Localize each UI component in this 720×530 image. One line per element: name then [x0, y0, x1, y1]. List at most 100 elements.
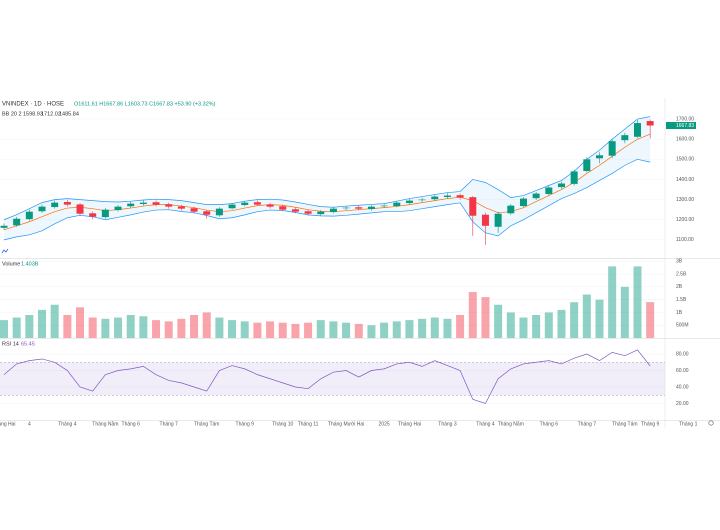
rsi-last: 65.45 — [21, 341, 35, 347]
candle-body — [646, 121, 654, 126]
candle-body — [469, 197, 477, 216]
volume-bar — [228, 320, 237, 338]
indicator-value: 1712.02 — [41, 111, 61, 117]
candle-body — [583, 159, 591, 172]
volume-bar — [215, 317, 224, 338]
volume-bar — [620, 286, 629, 338]
volume-bar — [329, 321, 338, 338]
volume-bar — [304, 322, 313, 338]
y-tick-label: 2B — [676, 284, 683, 290]
volume-bar — [595, 299, 604, 338]
indicator-name[interactable]: BB 20 2 — [2, 111, 22, 117]
ohlc-legend: O1611.61 H1667.86 L1603.73 C1667.83 +53.… — [74, 101, 216, 107]
candle-body — [51, 202, 59, 208]
volume-bar — [63, 314, 72, 338]
volume-bar — [25, 314, 34, 338]
volume-title[interactable]: Volume — [2, 261, 20, 267]
volume-last: 1.403B — [21, 261, 39, 267]
y-tick-label: 80.00 — [676, 351, 689, 357]
x-tick-label: Tháng 9 — [641, 421, 660, 427]
volume-bar — [519, 317, 528, 338]
y-tick-label: 3B — [676, 259, 683, 265]
candle-body — [228, 204, 236, 209]
candle-body — [190, 208, 198, 212]
volume-bar — [139, 316, 148, 338]
candle-body — [291, 209, 299, 212]
bollinger-line — [3, 116, 651, 221]
x-tick-label: Tháng 9 — [236, 421, 255, 427]
x-tick-label: 4 — [28, 421, 31, 427]
candle-body — [545, 187, 553, 194]
candle-body — [203, 211, 211, 215]
volume-bar — [392, 321, 401, 338]
candle-body — [393, 202, 401, 207]
y-tick-label: 1300.00 — [676, 197, 694, 203]
candle-body — [456, 195, 464, 198]
last-price-label: 1667.83 — [676, 123, 694, 129]
candle-body — [152, 202, 160, 205]
y-tick-label: 1700.00 — [676, 116, 694, 122]
candle-body — [63, 202, 71, 205]
volume-bar — [430, 317, 439, 338]
volume-bar — [544, 312, 553, 338]
volume-bar — [316, 320, 325, 338]
y-tick-label: 40.00 — [676, 384, 689, 390]
settings-button[interactable] — [708, 420, 714, 426]
x-tick-label: 2025 — [379, 421, 390, 427]
candle-body — [114, 206, 122, 211]
volume-bar — [570, 302, 579, 338]
x-tick-label: Tháng Hai — [0, 421, 16, 427]
candle-body — [507, 205, 515, 214]
rsi-title[interactable]: RSI 14 — [2, 341, 19, 347]
bollinger-line — [3, 158, 651, 241]
candle-body — [139, 202, 147, 205]
volume-bar — [342, 322, 351, 338]
y-tick-label: 1200.00 — [676, 217, 694, 223]
candle-body — [266, 204, 274, 207]
candle-body — [279, 206, 287, 210]
x-tick-label: Tháng 7 — [578, 421, 597, 427]
volume-bar — [367, 325, 376, 338]
candle-body — [25, 211, 33, 220]
candle-body — [418, 199, 426, 201]
candle-body — [317, 211, 325, 215]
volume-bar — [456, 314, 465, 338]
volume-bar — [481, 297, 490, 338]
candle-body — [634, 123, 641, 137]
x-tick-label: Tháng 4 — [476, 421, 495, 427]
y-tick-label: 1600.00 — [676, 137, 694, 143]
volume-bar — [418, 318, 427, 338]
y-tick-label: 500M — [676, 323, 689, 329]
indicator-value: 1485.84 — [59, 111, 79, 117]
volume-bar — [88, 317, 97, 338]
volume-bar — [608, 266, 617, 338]
candle-body — [481, 214, 489, 226]
x-tick-label: Tháng 3 — [438, 421, 457, 427]
volume-bar — [633, 266, 642, 338]
candle-body — [443, 195, 451, 197]
candle-body — [89, 213, 97, 217]
bollinger-line — [3, 133, 651, 231]
volume-bar — [12, 317, 21, 338]
symbol-title[interactable]: VNINDEX · 1D · HOSE — [2, 102, 64, 108]
candle-body — [405, 200, 413, 204]
indicator-value: 1598.93 — [23, 111, 43, 117]
candle-body — [494, 213, 502, 227]
volume-bar — [38, 309, 47, 338]
volume-bar — [76, 307, 85, 338]
volume-bar — [50, 304, 59, 338]
volume-bar — [291, 323, 300, 338]
candle-body — [177, 206, 185, 209]
volume-bar — [582, 294, 591, 338]
candle-body — [355, 207, 363, 209]
candle-body — [608, 141, 616, 156]
y-tick-label: 1400.00 — [676, 177, 694, 183]
volume-bar — [152, 320, 161, 338]
volume-bar — [114, 317, 123, 338]
candle-body — [101, 209, 109, 218]
x-tick-label: Tháng 7 — [160, 421, 179, 427]
x-tick-label: Tháng Mười Hai — [328, 421, 364, 427]
candle-body — [519, 198, 527, 207]
volume-bar — [278, 322, 287, 338]
x-tick-label: Tháng Hai — [398, 421, 421, 427]
